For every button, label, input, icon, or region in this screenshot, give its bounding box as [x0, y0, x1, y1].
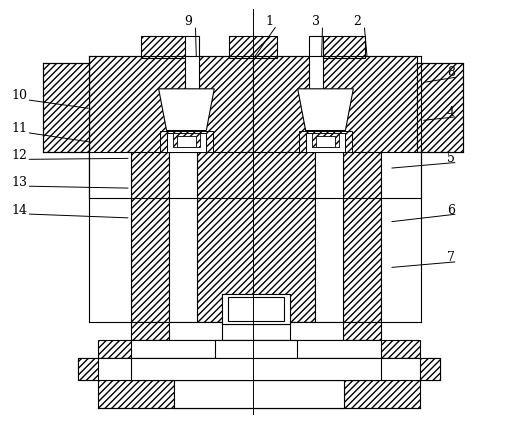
Bar	[173, 380, 344, 408]
Text: 4: 4	[446, 106, 454, 119]
Bar	[168, 152, 197, 322]
Text: 8: 8	[446, 66, 454, 80]
Bar	[305, 132, 345, 152]
Bar	[131, 358, 380, 380]
Bar	[315, 135, 335, 148]
Bar	[314, 152, 343, 322]
Text: 7: 7	[446, 251, 453, 264]
Bar	[173, 380, 344, 408]
Bar	[89, 152, 131, 322]
Bar	[131, 152, 168, 322]
Bar	[416, 63, 462, 152]
Text: 2: 2	[352, 15, 361, 28]
Bar	[380, 152, 420, 322]
Text: 6: 6	[446, 203, 454, 217]
Text: 5: 5	[446, 152, 453, 165]
Bar	[78, 358, 439, 380]
Text: 1: 1	[265, 15, 273, 28]
Bar	[222, 294, 289, 324]
Bar	[166, 132, 206, 152]
Bar	[131, 340, 380, 358]
Text: 10: 10	[12, 89, 27, 102]
Text: 13: 13	[12, 176, 27, 189]
Bar	[197, 152, 314, 322]
Bar	[89, 56, 252, 198]
Bar	[185, 36, 199, 89]
Polygon shape	[158, 89, 214, 131]
Bar	[215, 340, 296, 358]
Bar	[131, 322, 380, 340]
Bar	[308, 36, 322, 89]
Bar	[168, 322, 343, 340]
Bar	[343, 152, 380, 322]
Bar	[172, 132, 200, 148]
Bar	[298, 131, 351, 152]
Bar	[222, 294, 289, 324]
Bar	[317, 36, 365, 58]
Bar	[43, 63, 89, 152]
Text: 14: 14	[12, 203, 27, 217]
Text: 12: 12	[12, 149, 27, 162]
Bar	[98, 358, 419, 380]
Bar	[78, 358, 131, 380]
Bar	[311, 132, 339, 148]
Bar	[98, 380, 173, 408]
Bar	[380, 358, 439, 380]
Bar	[176, 135, 196, 148]
Text: 9: 9	[184, 15, 192, 28]
Text: 11: 11	[12, 122, 27, 135]
Bar	[140, 36, 188, 58]
Bar	[252, 56, 416, 198]
Bar	[228, 297, 283, 321]
Bar	[229, 36, 276, 58]
Bar	[159, 131, 213, 152]
Bar	[344, 380, 419, 408]
Text: 3: 3	[311, 15, 319, 28]
Bar	[98, 340, 419, 358]
Polygon shape	[297, 89, 352, 131]
